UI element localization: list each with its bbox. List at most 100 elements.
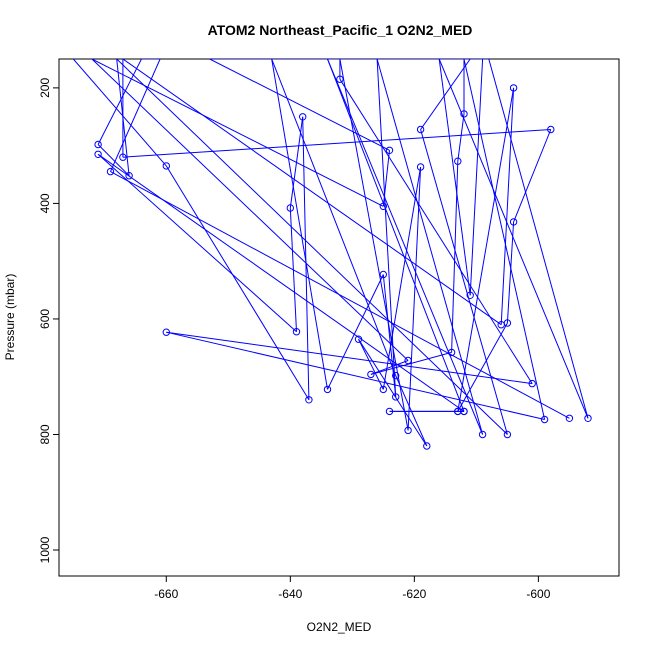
series-segment	[382, 166, 422, 390]
data-point	[460, 407, 468, 416]
series-segment	[382, 150, 390, 207]
data-point	[528, 379, 536, 388]
data-point	[385, 407, 394, 416]
series-segment	[97, 153, 297, 333]
series-segment	[97, 153, 465, 412]
data-point	[162, 162, 171, 170]
y-tick-label: 400	[38, 193, 52, 213]
series-segment	[457, 113, 465, 162]
y-tick-label: 800	[38, 424, 52, 444]
series-segment	[110, 171, 570, 419]
series-segment	[327, 59, 484, 435]
series-segment	[457, 87, 515, 412]
series-segment	[358, 338, 428, 447]
series-segment	[513, 129, 552, 223]
data-point	[367, 370, 375, 379]
series-segment	[469, 59, 484, 296]
series-segment	[166, 331, 533, 385]
data-point	[286, 204, 294, 212]
data-point	[547, 125, 555, 134]
data-point	[404, 356, 412, 365]
series-segment	[420, 129, 508, 435]
series-segment	[72, 59, 167, 167]
series-segment	[122, 59, 502, 326]
data-point	[379, 270, 387, 279]
series-segment	[376, 59, 397, 397]
data-point	[162, 328, 171, 336]
series-segment	[370, 351, 452, 375]
series-segment	[457, 322, 508, 412]
data-point	[404, 426, 412, 435]
y-tick-label: 1000	[38, 536, 52, 563]
data-point	[478, 430, 487, 439]
data-point	[540, 415, 549, 424]
data-point	[416, 125, 425, 134]
data-point	[385, 146, 394, 155]
series-segment	[370, 360, 409, 375]
x-tick-label: -600	[526, 587, 550, 601]
y-axis-label: Pressure (mbar)	[3, 274, 17, 361]
data-point	[119, 153, 127, 161]
data-point	[292, 328, 301, 336]
x-axis-label: O2N2_MED	[307, 620, 372, 634]
series-segment	[376, 59, 484, 435]
series-segment	[438, 59, 471, 296]
data-point	[323, 385, 332, 394]
data-point	[94, 150, 102, 159]
series-segment	[438, 59, 589, 419]
y-tick-label: 200	[38, 78, 52, 98]
series-segment	[500, 87, 515, 325]
series-segment	[488, 59, 589, 419]
x-axis: -660 -640 -620 -600	[154, 576, 551, 601]
series-segment	[420, 59, 471, 130]
data-point	[454, 157, 462, 165]
data-point	[354, 335, 363, 343]
data-point	[509, 218, 518, 226]
series-segment	[122, 129, 551, 158]
data-point	[466, 291, 474, 299]
data-point	[392, 371, 400, 380]
x-tick-label: -620	[402, 587, 426, 601]
data-point	[379, 385, 387, 394]
data-point	[299, 113, 307, 121]
series-lines	[72, 59, 589, 447]
y-axis: 200 400 600 800 1000	[38, 78, 59, 563]
series-segment	[116, 59, 508, 435]
data-point	[503, 319, 512, 327]
series-segment	[116, 59, 130, 176]
x-tick-label: -640	[278, 587, 302, 601]
data-point	[392, 393, 400, 401]
x-tick-label: -660	[154, 587, 178, 601]
series-segment	[165, 165, 310, 401]
series-segment	[97, 144, 130, 177]
series-segment	[339, 78, 533, 384]
series-points	[94, 75, 592, 450]
series-segment	[91, 59, 384, 207]
y-tick-label: 600	[38, 309, 52, 329]
chart-title: ATOM2 Northeast_Pacific_1 O2N2_MED	[208, 22, 473, 38]
data-point	[509, 84, 518, 92]
series-segment	[97, 59, 142, 145]
series-segment	[209, 59, 390, 151]
series-segment	[395, 375, 428, 447]
series-segment	[463, 59, 546, 420]
data-point	[416, 163, 425, 171]
data-point	[423, 442, 431, 450]
series-segment	[271, 59, 397, 376]
data-point	[336, 75, 344, 83]
data-point	[106, 167, 115, 176]
data-point	[379, 202, 387, 211]
data-point	[125, 172, 133, 180]
series-segment	[382, 274, 397, 397]
data-point	[94, 140, 102, 149]
series-segment	[327, 274, 384, 390]
series-segment	[407, 166, 422, 431]
data-point	[447, 348, 456, 357]
series-segment	[506, 221, 515, 324]
series-segment	[110, 59, 161, 172]
series-segment	[271, 59, 328, 390]
data-point	[584, 414, 592, 422]
data-point	[503, 430, 512, 439]
series-segment	[166, 331, 545, 420]
